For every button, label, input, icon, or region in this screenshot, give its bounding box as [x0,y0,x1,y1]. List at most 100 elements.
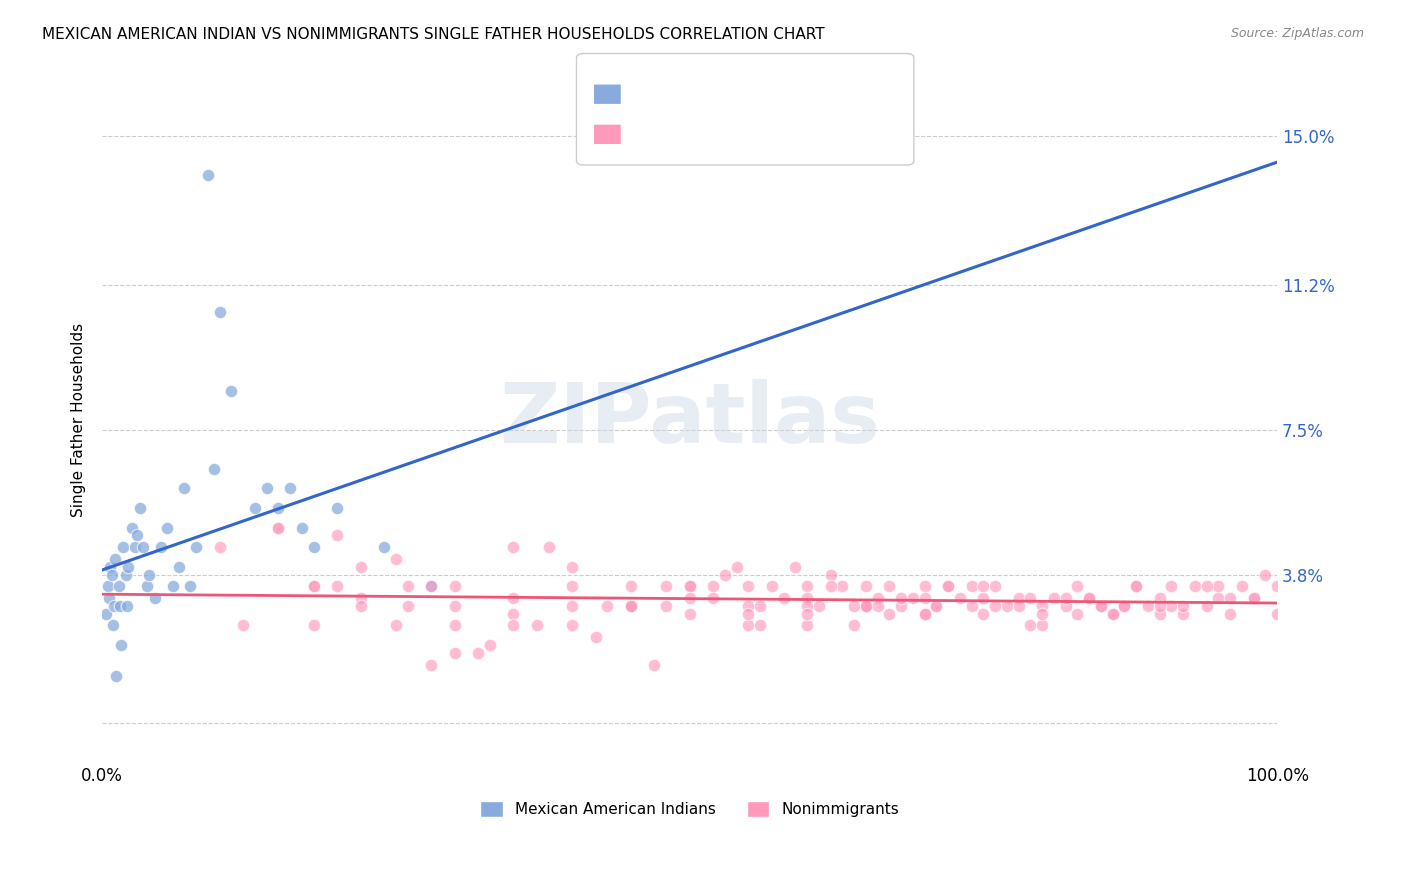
Point [960,599,983,613]
Point [98,591,121,605]
Point [396,599,419,613]
Point [132,540,155,554]
Point [866,599,889,613]
Point [104,552,127,566]
Point [385,552,408,566]
Point [901,591,924,605]
Point [138,567,160,582]
Point [467,646,489,660]
Point [1125,579,1147,593]
Point [1136,599,1159,613]
Point [267,520,290,534]
Point [1219,591,1241,605]
Point [208,540,231,554]
Point [502,591,524,605]
Point [1031,607,1053,621]
Point [855,579,877,593]
Point [156,520,179,534]
Point [925,599,948,613]
Text: 0.339: 0.339 [676,88,730,106]
Point [162,579,184,593]
Point [179,579,201,593]
Point [1114,599,1136,613]
Point [256,482,278,496]
Point [725,559,748,574]
Text: ZIPatlas: ZIPatlas [499,379,880,460]
Point [385,618,408,632]
Point [526,618,548,632]
Point [1101,607,1123,621]
Point [820,567,842,582]
Y-axis label: Single Father Households: Single Father Households [72,323,86,517]
Point [208,305,231,319]
Point [972,607,994,621]
Point [561,599,583,613]
Point [914,591,936,605]
Point [232,618,254,632]
Point [879,607,901,621]
Point [1090,599,1112,613]
Legend: Mexican American Indians, Nonimmigrants: Mexican American Indians, Nonimmigrants [474,795,905,823]
Point [643,657,665,672]
Point [737,579,759,593]
Text: 144: 144 [801,128,837,146]
Point [855,599,877,613]
Point [585,630,607,644]
Point [443,599,465,613]
Point [443,646,465,660]
Point [714,567,737,582]
Point [127,528,149,542]
Point [302,540,325,554]
Point [914,607,936,621]
Point [1125,579,1147,593]
Point [350,599,373,613]
Point [1208,579,1230,593]
Point [679,607,702,621]
Point [890,591,912,605]
Point [890,599,912,613]
Point [100,567,122,582]
Point [502,607,524,621]
Point [855,599,877,613]
Point [1243,591,1265,605]
Point [1230,579,1253,593]
Point [949,591,972,605]
Point [1265,579,1288,593]
Point [373,540,395,554]
Text: MEXICAN AMERICAN INDIAN VS NONIMMIGRANTS SINGLE FATHER HOUSEHOLDS CORRELATION CH: MEXICAN AMERICAN INDIAN VS NONIMMIGRANTS… [42,27,825,42]
Point [936,579,959,593]
Point [1173,599,1195,613]
Text: R =: R = [631,88,665,103]
Text: Source: ZipAtlas.com: Source: ZipAtlas.com [1230,27,1364,40]
Point [831,579,853,593]
Point [1008,599,1031,613]
Point [925,599,948,613]
Point [1243,591,1265,605]
Point [561,618,583,632]
Point [866,591,889,605]
Point [1031,599,1053,613]
Point [1173,607,1195,621]
Point [135,579,157,593]
Point [984,599,1007,613]
Point [1066,607,1088,621]
Point [108,599,131,613]
Point [197,169,219,183]
Point [128,501,150,516]
Point [478,638,501,652]
Point [620,599,643,613]
Point [420,657,443,672]
Point [702,591,724,605]
Point [103,599,125,613]
Point [679,579,702,593]
Point [1184,579,1206,593]
Point [995,599,1018,613]
Point [855,599,877,613]
Point [121,520,143,534]
Point [1054,591,1077,605]
Point [1195,599,1218,613]
Point [101,618,124,632]
Point [679,579,702,593]
Point [537,540,560,554]
Point [620,599,643,613]
